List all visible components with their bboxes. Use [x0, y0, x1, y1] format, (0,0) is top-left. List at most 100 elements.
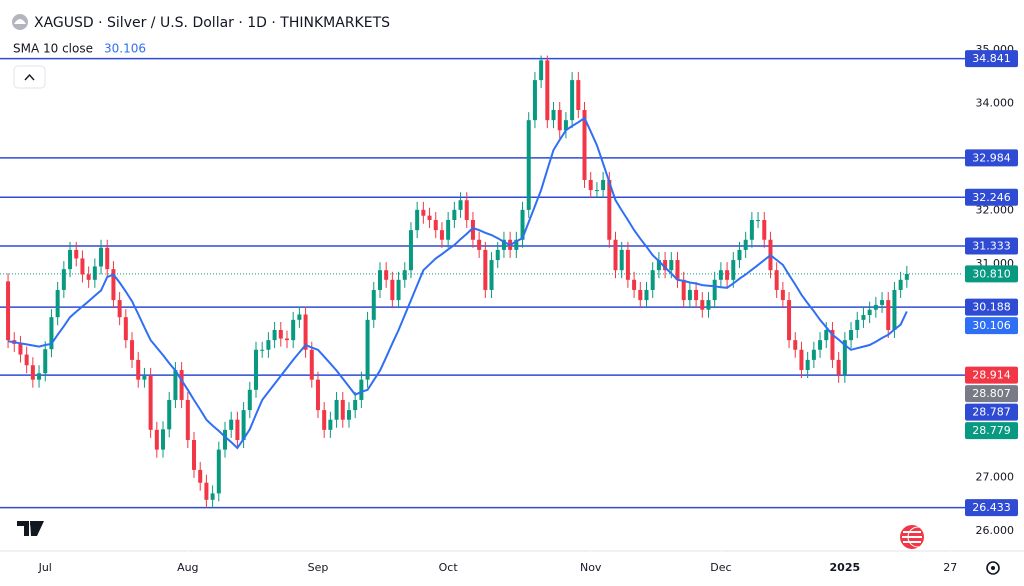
candle-body [886, 300, 891, 330]
candle-body [322, 410, 327, 430]
candle-body [24, 354, 29, 366]
candle-body [539, 60, 544, 81]
currency-flag-ring [907, 526, 929, 548]
candle-body [123, 317, 128, 341]
indicator-name: SMA 10 close [13, 42, 93, 56]
candle-body [551, 110, 556, 121]
x-tick-label: Oct [439, 561, 459, 574]
candle-body [731, 260, 736, 280]
price-label-box [965, 317, 1018, 335]
plot-area [0, 55, 966, 509]
brand-logo-dot [30, 521, 36, 527]
candle-body [836, 359, 841, 375]
candle-body [111, 269, 116, 301]
candle-body [396, 279, 401, 301]
candle-body [681, 279, 686, 301]
price-label-box [965, 366, 1018, 384]
candle-body [421, 209, 426, 216]
candle-body [179, 370, 184, 400]
candle-body [818, 340, 823, 350]
price-label-box [965, 499, 1018, 517]
candle-body [136, 359, 141, 380]
candle-body [873, 304, 878, 310]
candle-body [495, 249, 500, 261]
price-label: 34.841 [972, 52, 1011, 65]
candle-body [433, 220, 438, 231]
x-tick-label: Dec [710, 561, 731, 574]
candle-body [849, 330, 854, 341]
candle-body [154, 429, 159, 450]
price-label: 28.914 [972, 369, 1011, 382]
candle-body [520, 209, 525, 240]
candle-body [892, 289, 897, 330]
candle-body [725, 270, 730, 280]
candle-body [545, 60, 550, 121]
x-tick-label: Aug [177, 561, 198, 574]
candle-body [99, 247, 104, 267]
candle-body [532, 80, 537, 121]
candle-body [749, 220, 754, 240]
candle-body [712, 279, 717, 301]
candle-body [402, 270, 407, 280]
candle-body [594, 190, 599, 192]
candle-body [353, 399, 358, 411]
collapse-button[interactable] [13, 65, 46, 89]
candle-body [92, 266, 97, 280]
candle-body [811, 349, 816, 360]
candle-body [576, 80, 581, 110]
candle-body [371, 289, 376, 320]
candle-body [365, 319, 370, 380]
y-tick-label: 26.000 [976, 524, 1015, 537]
candle-body [30, 365, 35, 380]
candle-body [18, 343, 23, 355]
symbol-logo-mark [14, 19, 26, 24]
candle-body [477, 239, 482, 250]
candle-body [607, 179, 612, 240]
x-tick-label: Jul [38, 561, 52, 574]
candle-body [235, 419, 240, 440]
price-label-box [965, 265, 1018, 283]
price-label: 28.779 [972, 424, 1011, 437]
candle-body [904, 273, 909, 280]
candle-body [805, 359, 810, 371]
settings-button[interactable] [986, 561, 1000, 575]
candle-body [223, 429, 228, 450]
candle-body [117, 300, 122, 318]
candle-body [390, 279, 395, 301]
candle-body [303, 314, 308, 350]
candle-body [68, 249, 73, 270]
candle-body [37, 373, 42, 380]
price-label: 26.433 [972, 501, 1011, 514]
price-label-box [965, 149, 1018, 167]
price-label: 30.810 [972, 267, 1011, 280]
candle-body [43, 349, 48, 374]
candle-body [718, 270, 723, 280]
price-label: 32.246 [972, 191, 1011, 204]
candle-body [167, 399, 172, 430]
candle-body [464, 200, 469, 220]
candle-body [867, 309, 872, 316]
price-label-box [965, 298, 1018, 316]
candle-body [161, 429, 166, 450]
candle-body [694, 289, 699, 301]
candle-body [340, 399, 345, 420]
candle-body [625, 249, 630, 280]
candle-body [557, 110, 562, 131]
candle-body [49, 317, 54, 350]
candle-body [142, 375, 147, 380]
candle-body [855, 319, 860, 330]
candle-body [737, 249, 742, 261]
candle-body [774, 270, 779, 290]
candle-body [632, 279, 637, 290]
candle-body [266, 340, 271, 350]
candle-body [501, 239, 506, 250]
candle-body [216, 449, 221, 494]
candle-body [86, 274, 91, 280]
candle-body [582, 110, 587, 180]
candle-body [799, 349, 804, 371]
candle-body [780, 289, 785, 301]
candle-body [278, 330, 283, 339]
candle-body [514, 239, 519, 250]
candle-body [185, 399, 190, 440]
candle-body [192, 440, 197, 470]
